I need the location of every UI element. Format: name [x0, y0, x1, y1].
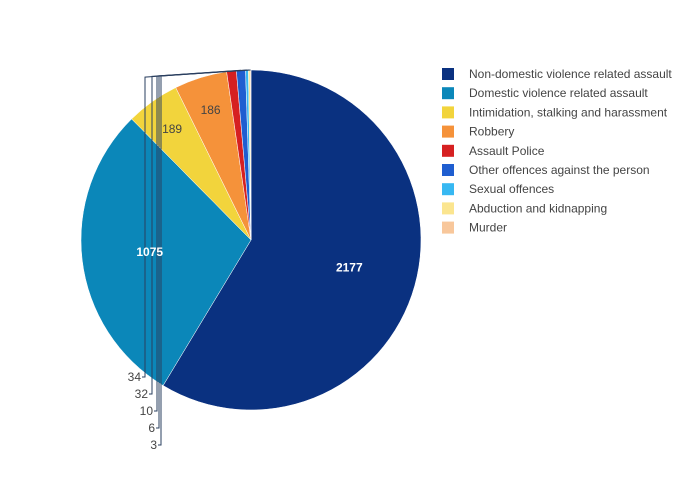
slice-label-other-offences-against-the-person: 32 — [135, 387, 149, 401]
legend-label-robbery: Robbery — [469, 125, 514, 139]
slice-label-intimidation-stalking-and-harassment: 189 — [162, 122, 182, 136]
legend-swatch-abduction-and-kidnapping — [442, 202, 454, 215]
legend-label-non-domestic-violence-related-assault: Non-domestic violence related assault — [469, 67, 672, 81]
legend-swatch-non-domestic-violence-related-assault — [442, 68, 454, 80]
legend-label-sexual-offences: Sexual offences — [469, 182, 554, 196]
legend-item-sexual-offences[interactable]: Sexual offences — [442, 182, 554, 196]
legend-label-abduction-and-kidnapping: Abduction and kidnapping — [469, 201, 607, 215]
legend-item-domestic-violence-related-assault[interactable]: Domestic violence related assault — [442, 86, 648, 100]
legend-label-intimidation-stalking-and-harassment: Intimidation, stalking and harassment — [469, 105, 668, 119]
slice-domestic-violence-related-assault[interactable] — [80, 118, 252, 386]
outside-label-leaders — [142, 69, 251, 446]
slice-label-abduction-and-kidnapping: 6 — [148, 421, 155, 435]
legend-label-murder: Murder — [469, 221, 507, 235]
legend-swatch-other-offences-against-the-person — [442, 164, 454, 176]
legend-item-intimidation-stalking-and-harassment[interactable]: Intimidation, stalking and harassment — [442, 105, 668, 119]
legend-label-other-offences-against-the-person: Other offences against the person — [469, 163, 650, 177]
legend-swatch-robbery — [442, 125, 454, 138]
legend-item-murder[interactable]: Murder — [442, 221, 507, 235]
slice-label-domestic-violence-related-assault: 1075 — [136, 245, 163, 259]
legend-swatch-intimidation-stalking-and-harassment — [442, 106, 454, 119]
legend-item-robbery[interactable]: Robbery — [442, 125, 514, 139]
legend-swatch-sexual-offences — [442, 183, 454, 196]
slice-label-assault-police: 34 — [128, 370, 142, 384]
leader-line-murder — [158, 69, 251, 446]
legend-item-non-domestic-violence-related-assault[interactable]: Non-domestic violence related assault — [442, 67, 672, 81]
legend-item-other-offences-against-the-person[interactable]: Other offences against the person — [442, 163, 650, 177]
legend-swatch-murder — [442, 221, 454, 234]
slice-label-robbery: 186 — [201, 103, 221, 117]
legend-item-abduction-and-kidnapping[interactable]: Abduction and kidnapping — [442, 201, 607, 215]
slice-label-non-domestic-violence-related-assault: 2177 — [336, 260, 363, 274]
slice-non-domestic-violence-related-assault[interactable] — [162, 69, 422, 411]
pie-labels: 2177 1075 189 186 34 32 10 6 3 — [128, 103, 363, 452]
slice-label-sexual-offences: 10 — [140, 404, 154, 418]
legend-swatch-assault-police — [442, 144, 454, 157]
legend: Non-domestic violence related assault Dom… — [442, 67, 672, 235]
pie-slices — [80, 69, 422, 411]
legend-item-assault-police[interactable]: Assault Police — [442, 144, 545, 158]
legend-label-assault-police: Assault Police — [469, 144, 545, 158]
legend-label-domestic-violence-related-assault: Domestic violence related assault — [469, 86, 648, 100]
slice-label-murder: 3 — [150, 438, 157, 452]
legend-swatch-domestic-violence-related-assault — [442, 87, 454, 100]
